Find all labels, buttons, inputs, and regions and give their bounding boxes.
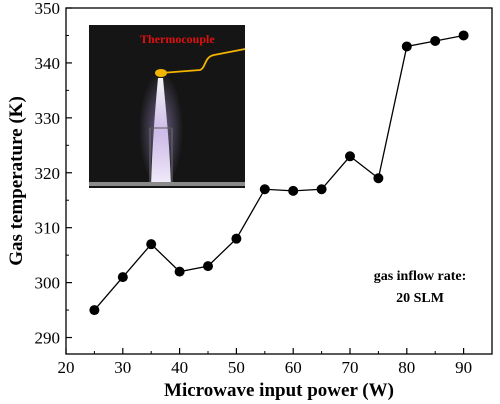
thermocouple-wire: [160, 48, 246, 74]
x-axis-title: Microwave input power (W): [164, 380, 394, 401]
data-point: [89, 305, 100, 316]
y-axis-title: Gas temperature (K): [6, 96, 27, 266]
data-point: [316, 184, 327, 195]
data-point: [373, 173, 384, 184]
x-tick-label: 70: [342, 358, 359, 377]
x-tick-label: 90: [455, 358, 472, 377]
x-tick-label: 20: [58, 358, 75, 377]
annotation-line-1: gas inflow rate:: [374, 269, 467, 284]
axes: 20 30 40 50 60 70 80 90 290 300 310 320 330 340 350: [35, 0, 473, 377]
series-line: [93, 34, 464, 311]
y-tick-label: 330: [35, 109, 61, 128]
plasma-flame: [151, 78, 171, 186]
series: [89, 30, 469, 316]
x-tick-label: 40: [171, 358, 188, 377]
data-point: [401, 41, 412, 52]
x-tick-label: 60: [285, 358, 302, 377]
data-point: [288, 185, 299, 196]
thermocouple-tip: [155, 69, 167, 77]
data-point: [117, 272, 128, 283]
y-tick-label: 310: [35, 219, 61, 238]
y-tick-label: 290: [35, 329, 61, 348]
data-point: [458, 30, 469, 41]
y-tick-label: 300: [35, 274, 61, 293]
data-point: [203, 261, 213, 272]
y-tick-label: 320: [35, 164, 61, 183]
data-point: [259, 184, 270, 195]
data-point: [345, 151, 355, 162]
thermocouple-label: Thermocouple: [140, 32, 215, 46]
y-tick-label: 350: [35, 0, 61, 18]
data-point: [231, 233, 242, 244]
x-tick-label: 30: [114, 358, 131, 377]
inset-photo: Thermocouple: [89, 25, 246, 188]
plot-frame: [65, 7, 493, 355]
x-tick-label: 80: [398, 358, 415, 377]
data-point: [430, 35, 441, 46]
data-point: [174, 266, 185, 277]
annotation-line-2: 20 SLM: [396, 291, 444, 306]
y-tick-label: 340: [35, 54, 61, 73]
data-point: [146, 239, 157, 250]
x-tick-label: 50: [228, 358, 245, 377]
base-plate: [89, 182, 245, 186]
